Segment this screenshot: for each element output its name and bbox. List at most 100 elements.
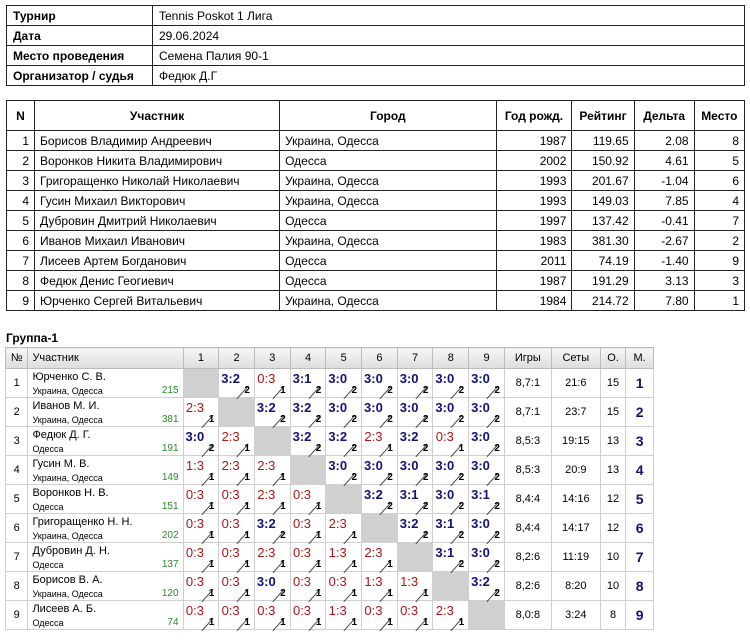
match-points: 2 [351,443,358,454]
match-result-cell: 0:3 1 [182,571,220,603]
match-result-cell: 3:1 2 [432,542,470,574]
match-result-cell: 0:3 1 [325,571,363,603]
match-points: 2 [280,530,286,541]
match-points: 1 [351,559,358,570]
group-col-opponent-header: 2 [218,347,255,369]
group-col-player-header: Участник [27,347,184,369]
match-result-cell: 2:3 1 [182,397,220,429]
match-score: 3:0 [328,458,348,473]
info-label: Организатор / судья [6,65,153,86]
participant-place: 8 [693,130,746,151]
group-col-opponent-header: 4 [289,347,327,369]
match-points: 2 [387,385,393,396]
match-points: 1 [244,472,250,483]
match-points: 1 [208,559,215,570]
group-games: 8,4:4 [503,513,552,543]
group-games: 8,7:1 [503,397,552,427]
group-games: 8,5:3 [503,455,552,485]
match-score: 3:2 [292,400,312,415]
match-result-cell: 0:3 1 [289,571,327,603]
match-result-cell: 2:3 1 [361,426,398,458]
group-player-city: Одесса [32,618,64,628]
group-player-cell: Борисов В. А. Украина, Одесса 120 [27,571,184,601]
match-score: 3:2 [471,574,490,589]
match-points: 2 [422,414,429,425]
match-score: 3:0 [471,371,490,386]
self-match-cell [361,513,398,543]
match-points: 1 [244,443,250,454]
group-points: 12 [599,484,627,514]
group-games: 8,4:4 [503,484,552,514]
match-result-cell: 0:3 1 [218,600,255,632]
match-score: 0:3 [185,603,204,618]
group-player-cell: Дубровин Д. Н. Одесса 137 [27,542,184,572]
match-result-cell: 3:2 2 [361,484,398,516]
match-result-cell: 3:0 2 [468,542,505,574]
group-place: 1 [625,368,654,398]
group-player-city: Украина, Одесса [32,473,103,483]
match-score: 3:1 [292,371,312,386]
match-points: 2 [315,443,322,454]
self-match-cell [468,600,505,630]
group-player-cell: Федюк Д. Г. Одесса 191 [27,426,184,456]
info-row: Турнир Tennis Poskot 1 Лига [6,5,745,26]
participant-place: 2 [693,230,746,251]
match-result-cell: 3:0 2 [182,426,220,458]
match-result-cell: 1:3 1 [325,600,363,632]
group-sets: 14:17 [550,513,601,543]
participant-city: Украина, Одесса [279,130,497,151]
match-result-cell: 1:3 1 [182,455,220,487]
group-player-rating: 74 [167,617,179,628]
match-result-cell: 3:0 2 [432,368,470,400]
match-points: 1 [244,559,250,570]
match-score: 3:2 [328,429,348,444]
participant-city: Одесса [279,210,497,231]
match-result-cell: 3:0 2 [468,513,505,545]
self-match-cell [182,368,220,398]
match-result-cell: 3:0 2 [432,455,470,487]
self-match-cell [325,484,363,514]
participant-place: 6 [693,170,746,191]
group-row-number: 1 [4,368,29,398]
group-player-name: Федюк Д. Г. [32,429,91,441]
group-row-number: 5 [4,484,29,514]
match-points: 1 [208,472,215,483]
col-place-header: Место [693,100,746,131]
participant-birth-year: 1993 [495,170,573,191]
participant-birth-year: 1987 [495,130,573,151]
group-player-rating: 149 [161,472,179,483]
group-player-name: Борисов В. А. [32,574,103,586]
match-score: 3:2 [399,429,419,444]
info-row: Место проведения Семена Палия 90-1 [6,45,745,66]
match-score: 0:3 [221,516,240,531]
info-row: Дата 29.06.2024 [6,25,745,46]
info-row: Организатор / судья Федюк Д.Г [6,65,745,86]
match-points: 1 [208,530,215,541]
group-player-name: Григоращенко Н. Н. [32,516,133,528]
participant-city: Украина, Одесса [279,190,497,211]
match-score: 0:3 [185,574,204,589]
match-points: 2 [458,559,465,570]
group-title: Группа-1 [6,331,59,345]
match-result-cell: 0:3 1 [218,571,255,603]
participant-city: Украина, Одесса [279,290,497,311]
match-score: 3:2 [399,516,419,531]
match-points: 2 [315,414,322,425]
col-rating-header: Рейтинг [571,100,635,131]
match-result-cell: 3:2 2 [289,397,327,429]
group-col-opponent-header: 7 [396,347,434,369]
match-result-cell: 0:3 1 [432,426,470,458]
match-score: 0:3 [400,603,419,618]
group-points: 10 [599,542,627,572]
participant-number: 2 [5,150,36,171]
participant-place: 1 [693,290,746,311]
col-n-header: N [5,100,36,131]
participant-name: Григоращенко Николай Николаевич [34,170,281,191]
participant-city: Одесса [279,270,497,291]
table-row: 4 Гусин Михаил Викторович Украина, Одесса 1… [5,190,746,211]
participant-birth-year: 1984 [495,290,573,311]
match-result-cell: 0:3 1 [289,542,327,574]
group-col-opponent-header: 3 [253,347,291,369]
participant-number: 5 [5,210,36,231]
match-points: 2 [494,472,500,483]
